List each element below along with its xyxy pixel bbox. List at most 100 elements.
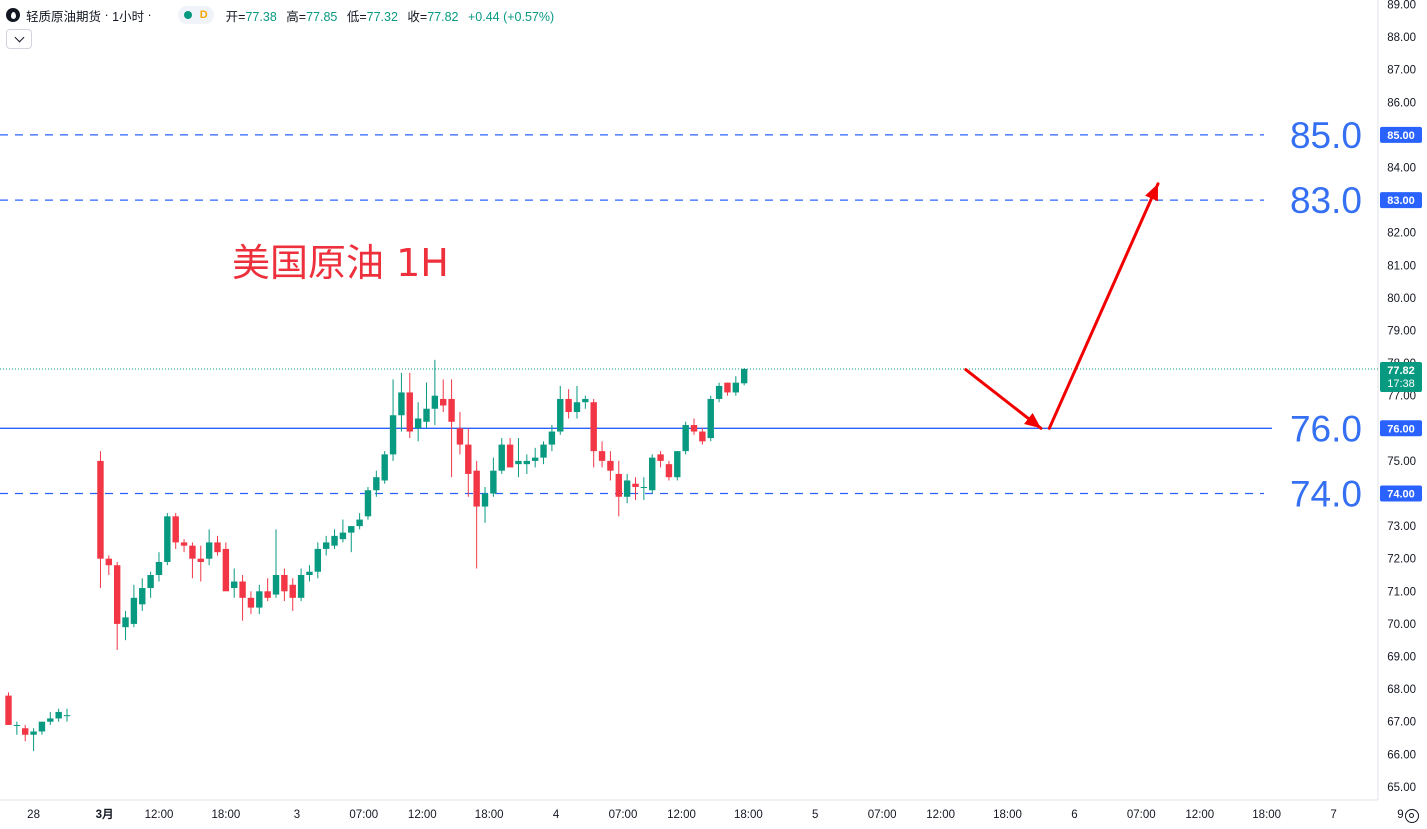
legend-toggle-button[interactable] — [6, 29, 32, 49]
candle-body[interactable] — [590, 402, 597, 452]
candle-body[interactable] — [180, 542, 188, 546]
time-tick-label: 07:00 — [349, 809, 378, 821]
candle-body[interactable] — [348, 526, 355, 533]
status-pill[interactable]: D — [177, 6, 214, 24]
candle-body[interactable] — [531, 457, 539, 461]
candle-body[interactable] — [598, 451, 606, 461]
candle-body[interactable] — [473, 470, 480, 507]
candle-body[interactable] — [615, 473, 622, 497]
candle-body[interactable] — [139, 588, 146, 605]
candle-body[interactable] — [440, 398, 447, 406]
candle-body[interactable] — [465, 444, 472, 474]
candle-body[interactable] — [515, 460, 522, 465]
candle-body[interactable] — [289, 584, 296, 598]
candle-body[interactable] — [297, 575, 305, 598]
candle-body[interactable] — [381, 454, 388, 481]
candle-body[interactable] — [740, 368, 748, 384]
candle-body[interactable] — [481, 493, 489, 507]
candle-body[interactable] — [97, 460, 104, 559]
candle-body[interactable] — [306, 571, 313, 575]
candle-body[interactable] — [490, 470, 497, 494]
candle-body[interactable] — [63, 715, 71, 717]
candle-body[interactable] — [498, 444, 505, 471]
candle-body[interactable] — [189, 545, 196, 559]
candle-body[interactable] — [256, 591, 263, 608]
candle-body[interactable] — [322, 542, 330, 549]
price-tick-label: 68.00 — [1387, 684, 1416, 696]
candle-body[interactable] — [172, 516, 179, 543]
candle-body[interactable] — [724, 382, 731, 393]
candle-body[interactable] — [373, 477, 380, 491]
candle-body[interactable] — [414, 418, 422, 429]
candle-body[interactable] — [272, 575, 280, 595]
candle-body[interactable] — [540, 444, 547, 458]
candle-body[interactable] — [5, 695, 12, 725]
candle-body[interactable] — [565, 398, 572, 412]
candle-body[interactable] — [155, 561, 163, 575]
candle-body[interactable] — [356, 519, 363, 527]
candle-body[interactable] — [523, 460, 531, 465]
candle-body[interactable] — [264, 591, 271, 598]
candle-body[interactable] — [690, 425, 698, 432]
candle-body[interactable] — [147, 575, 154, 589]
candle-body[interactable] — [582, 398, 589, 403]
candle-body[interactable] — [423, 408, 430, 422]
candle-body[interactable] — [448, 398, 455, 422]
candle-body[interactable] — [607, 460, 614, 471]
settings-icon[interactable] — [1405, 809, 1419, 823]
forecast-arrow[interactable] — [1047, 182, 1160, 430]
candle-body[interactable] — [13, 724, 21, 726]
candle-body[interactable] — [398, 392, 405, 416]
candle-body[interactable] — [548, 431, 556, 445]
candle-body[interactable] — [122, 617, 129, 628]
candle-body[interactable] — [431, 395, 439, 409]
last-price-value: 77.82 — [1387, 365, 1415, 377]
candle-body[interactable] — [164, 516, 171, 562]
level-tag-label: 85.00 — [1387, 130, 1415, 142]
candle-body[interactable] — [247, 597, 255, 608]
candle-body[interactable] — [715, 385, 723, 399]
candle-body[interactable] — [113, 565, 121, 624]
candle-body[interactable] — [214, 542, 221, 553]
candle-body[interactable] — [657, 454, 664, 461]
candle-body[interactable] — [281, 575, 288, 592]
candle-body[interactable] — [339, 532, 347, 540]
candle-body[interactable] — [22, 728, 29, 735]
candle-body[interactable] — [205, 542, 213, 559]
candle-body[interactable] — [38, 721, 46, 732]
candle-body[interactable] — [506, 444, 514, 468]
candle-body[interactable] — [557, 398, 564, 432]
candle-body[interactable] — [47, 718, 54, 722]
candle-body[interactable] — [364, 490, 372, 517]
candle-body[interactable] — [640, 486, 648, 488]
candle-body[interactable] — [649, 457, 656, 491]
candle-body[interactable] — [732, 382, 740, 393]
interval-label[interactable]: 1小时 — [112, 9, 145, 24]
legend-separator: · — [144, 8, 152, 22]
candle-body[interactable] — [197, 558, 204, 562]
candle-body[interactable] — [105, 558, 113, 566]
candle-body[interactable] — [406, 392, 413, 432]
candle-body[interactable] — [456, 428, 464, 445]
candle-body[interactable] — [389, 415, 397, 455]
candle-body[interactable] — [674, 451, 681, 478]
candle-body[interactable] — [665, 464, 673, 478]
candle-body[interactable] — [623, 480, 631, 497]
price-tick-label: 67.00 — [1387, 717, 1416, 729]
candle-body[interactable] — [314, 548, 322, 572]
candle-body[interactable] — [331, 535, 338, 546]
candle-body[interactable] — [30, 731, 37, 735]
candle-body[interactable] — [699, 431, 706, 442]
candle-body[interactable] — [130, 597, 138, 624]
candle-body[interactable] — [222, 548, 230, 592]
candle-body[interactable] — [239, 581, 246, 598]
candle-body[interactable] — [55, 711, 62, 719]
candle-body[interactable] — [573, 402, 581, 412]
candle-body[interactable] — [707, 398, 714, 439]
candle-body[interactable] — [632, 483, 639, 487]
chart-annotation[interactable]: 美国原油 1H — [232, 241, 449, 285]
symbol-name[interactable]: 轻质原油期货 — [26, 9, 102, 24]
candle-body[interactable] — [682, 425, 689, 452]
candle-body[interactable] — [231, 581, 238, 589]
